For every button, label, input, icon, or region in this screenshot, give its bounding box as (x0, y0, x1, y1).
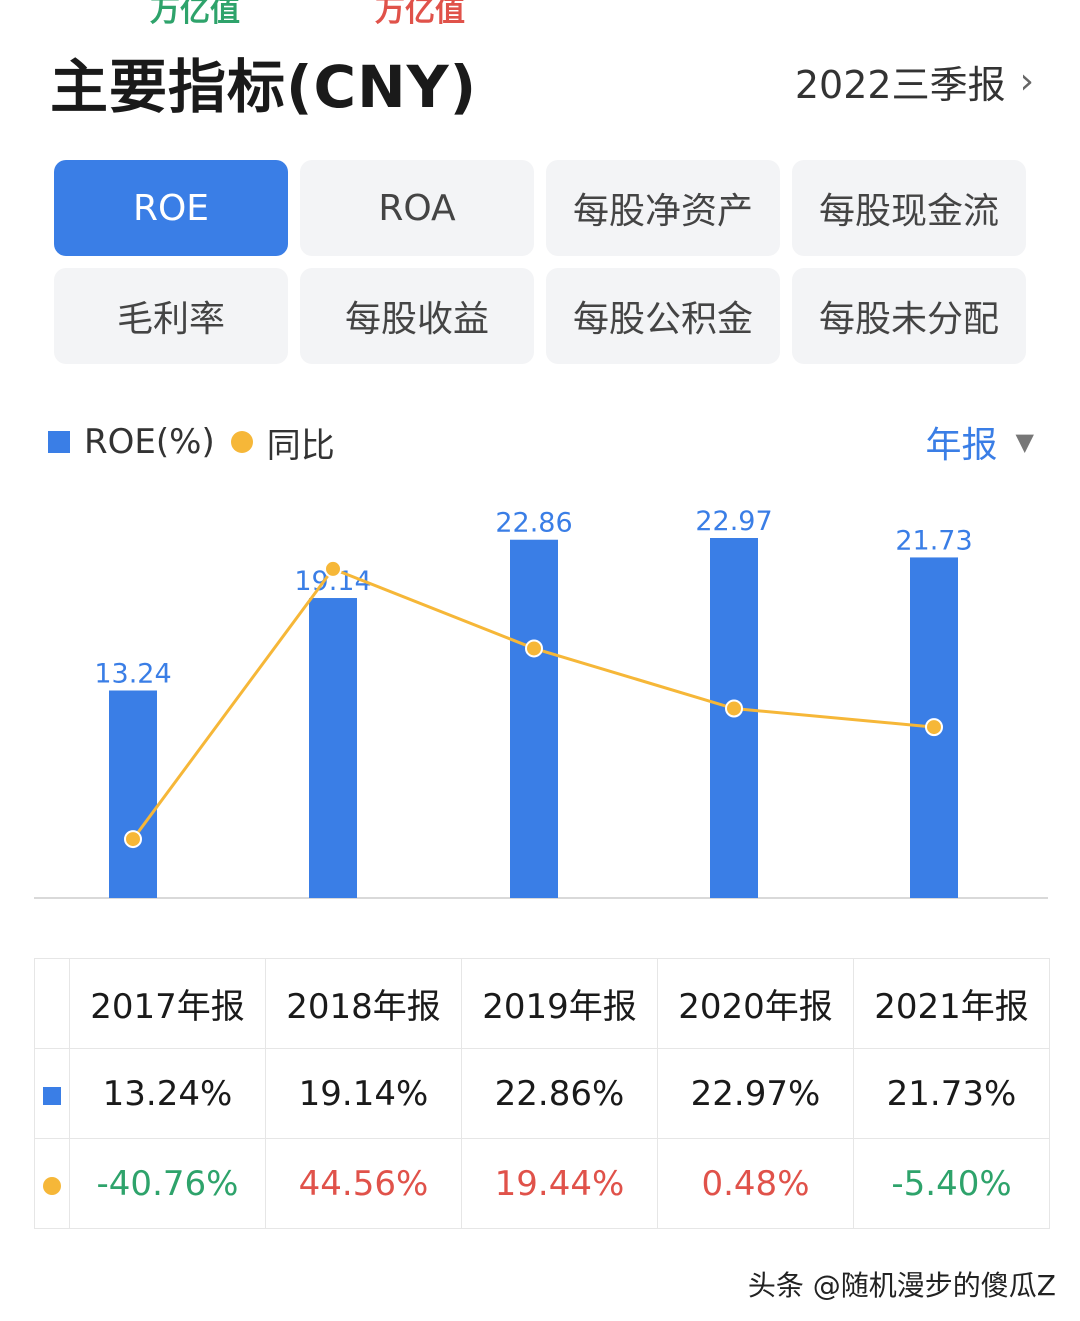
table-cell: 0.48% (657, 1138, 854, 1229)
table-cell: -40.76% (69, 1138, 266, 1229)
bar-value-label: 21.73 (895, 525, 972, 556)
table-header-cell: 2021年报 (853, 958, 1050, 1049)
table-header-cell: 2017年报 (69, 958, 266, 1049)
bar-legend-square-icon (48, 431, 70, 453)
period-selector[interactable]: 2022三季报 › (795, 54, 1034, 109)
table-row-yoy: -40.76% 44.56% 19.44% 0.48% -5.40% (34, 1138, 1050, 1229)
chevron-right-icon: › (1019, 61, 1034, 102)
tab-reserve-ps[interactable]: 每股公积金 (546, 268, 780, 364)
table-header-cell: 2018年报 (265, 958, 462, 1049)
tab-undistributed-ps[interactable]: 每股未分配 (792, 268, 1026, 364)
yoy-marker-dot-icon (43, 1176, 61, 1195)
data-table: 2017年报 2018年报 2019年报 2020年报 2021年报 13.24… (34, 958, 1050, 1229)
tab-bvps[interactable]: 每股净资产 (546, 160, 780, 256)
report-type-label: 年报 (925, 425, 998, 466)
tab-gross-margin[interactable]: 毛利率 (54, 268, 288, 364)
table-cell: -5.40% (853, 1138, 1050, 1229)
watermark: 头条 @随机漫步的傻瓜Z (747, 1269, 1056, 1302)
bar-value-label: 22.86 (495, 508, 572, 539)
header: 主要指标(CNY) 2022三季报 › (50, 40, 1034, 121)
table-cell: 44.56% (265, 1138, 462, 1229)
cutoff-text-right: 万亿值 (375, 0, 465, 29)
legend-bar-label: ROE(%) (84, 422, 215, 462)
roe-marker-square-icon (43, 1086, 61, 1105)
period-label: 2022三季报 (794, 63, 1006, 107)
point-yoy (324, 559, 342, 578)
report-type-dropdown[interactable]: 年报 ▼ (926, 416, 1034, 468)
bar-roe (710, 538, 758, 898)
metric-tabs: ROE ROA 每股净资产 每股现金流 毛利率 每股收益 每股公积金 每股未分配 (54, 160, 1026, 364)
tab-roa[interactable]: ROA (300, 160, 534, 256)
point-yoy (525, 639, 543, 658)
table-cell: 19.44% (461, 1138, 658, 1229)
table-cell: 13.24% (69, 1048, 266, 1139)
bar-roe (109, 690, 157, 898)
table-cell: 22.86% (461, 1048, 658, 1139)
table-header-cell: 2019年报 (461, 958, 658, 1049)
point-yoy (725, 699, 743, 718)
point-yoy (925, 718, 943, 737)
table-header-row: 2017年报 2018年报 2019年报 2020年报 2021年报 (34, 958, 1050, 1049)
page-title: 主要指标(CNY) (50, 53, 478, 121)
table-cell: 19.14% (265, 1048, 462, 1139)
bar-value-label: 22.97 (695, 506, 772, 537)
table-header-cell: 2020年报 (657, 958, 854, 1049)
bar-value-label: 13.24 (94, 658, 171, 689)
table-cell: 22.97% (657, 1048, 854, 1139)
point-yoy (124, 830, 142, 849)
cutoff-text-left: 万亿值 (150, 0, 240, 29)
chart-legend: ROE(%) 同比 年报 ▼ (48, 420, 1034, 466)
tab-cfps[interactable]: 每股现金流 (792, 160, 1026, 256)
tab-roe[interactable]: ROE (54, 160, 288, 256)
line-legend-dot-icon (230, 431, 253, 453)
table-cell: 21.73% (853, 1048, 1050, 1139)
table-row-roe: 13.24% 19.14% 22.86% 22.97% 21.73% (34, 1048, 1050, 1139)
bar-roe (510, 539, 558, 898)
triangle-down-icon: ▼ (1015, 428, 1034, 456)
bar-roe (309, 598, 357, 898)
tab-eps[interactable]: 每股收益 (300, 268, 534, 364)
legend-line-label: 同比 (266, 425, 335, 466)
